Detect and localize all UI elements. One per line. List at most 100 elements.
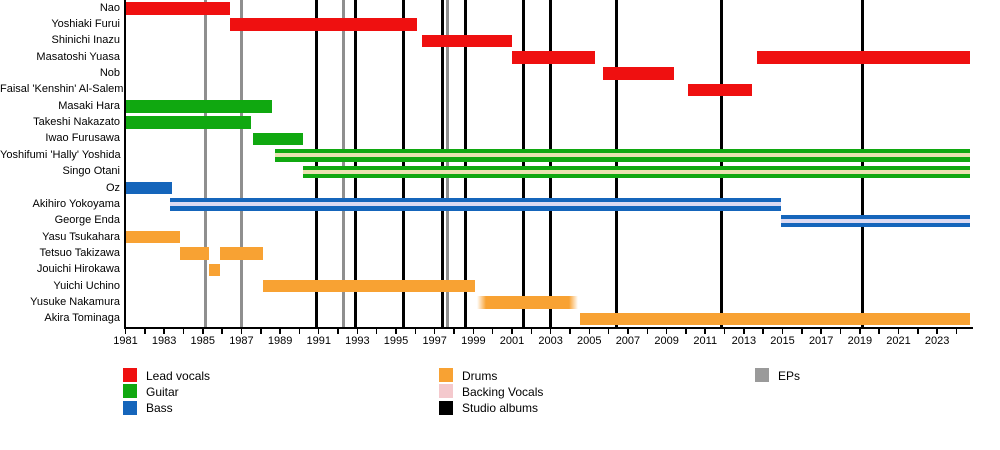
axis-tick-label: 2021	[886, 335, 911, 347]
member-tenure-bar	[422, 34, 512, 48]
axis-tick-label: 1997	[422, 335, 447, 347]
axis-tick	[530, 329, 533, 334]
member-tenure-bar	[125, 100, 273, 113]
member-tenure-bar	[169, 198, 781, 211]
backing-vocals-stripe	[275, 153, 970, 158]
member-name-label: Jouichi Hirokawa	[36, 263, 120, 276]
axis-tick-label: 2019	[847, 335, 873, 347]
axis-tick	[801, 329, 803, 334]
axis-tick	[820, 329, 822, 334]
member-tenure-bar	[208, 263, 221, 277]
member-tenure-bar	[477, 296, 578, 309]
axis-tick	[240, 329, 243, 334]
member-tenure-bar	[220, 247, 263, 260]
backing-vocals-stripe	[169, 202, 781, 207]
axis-tick	[665, 329, 668, 334]
axis-tick	[685, 329, 687, 334]
legend-label-guitar: Guitar	[146, 384, 179, 399]
axis-tick-label: 2023	[924, 335, 950, 347]
axis-tick	[279, 329, 281, 334]
member-tenure-bar	[687, 83, 752, 97]
ep-release-line	[342, 0, 346, 327]
member-name-label: Yoshiaki Furui	[51, 18, 120, 31]
member-tenure-bar	[602, 67, 675, 80]
axis-tick	[511, 329, 513, 334]
axis-tick	[221, 329, 223, 334]
axis-tick-label: 2005	[577, 335, 602, 347]
axis-tick	[472, 329, 475, 334]
legend-swatch-bass	[123, 400, 137, 415]
legend-swatch-eps	[755, 368, 769, 382]
axis-tick	[202, 329, 204, 334]
legend-swatch-lead-vocals	[123, 368, 137, 382]
backing-vocals-stripe	[303, 169, 970, 174]
legend-label-studio-albums: Studio albums	[462, 401, 539, 416]
member-name-label: George Enda	[54, 214, 120, 227]
axis-tick-label: 2011	[693, 335, 718, 347]
studio-album-line	[522, 0, 526, 327]
axis-tick	[144, 329, 146, 334]
studio-album-line	[720, 0, 724, 327]
legend-label-eps: EPs	[778, 368, 801, 383]
member-tenure-bar	[579, 312, 970, 326]
axis-tick	[646, 329, 649, 334]
legend-label-lead-vocals: Lead vocals	[146, 368, 211, 383]
member-tenure-bar	[303, 165, 970, 178]
axis-tick-label: 1987	[229, 335, 254, 347]
studio-album-line	[464, 0, 468, 327]
axis-tick	[549, 329, 552, 334]
axis-tick-label: 1989	[267, 335, 293, 347]
studio-album-line	[402, 0, 406, 327]
member-name-label: Yoshifumi 'Hally' Yoshida	[0, 148, 121, 161]
member-name-label: Yusuke Nakamura	[30, 295, 120, 308]
studio-album-line	[315, 0, 319, 327]
axis-tick-label: 1995	[383, 335, 409, 347]
axis-tick	[859, 329, 861, 334]
member-tenure-bar	[275, 149, 970, 162]
ep-release-line	[204, 0, 208, 327]
legend-swatch-guitar	[123, 384, 137, 399]
axis-tick	[917, 329, 919, 334]
axis-tick	[298, 329, 301, 334]
axis-tick	[182, 329, 185, 334]
axis-tick-label: 1985	[190, 335, 216, 347]
member-tenure-bar	[262, 279, 476, 293]
axis-tick	[839, 329, 842, 334]
member-name-label: Iwao Furusawa	[45, 132, 120, 145]
legend-label-drums: Drums	[462, 368, 498, 383]
legend-swatch-drums	[439, 368, 453, 382]
axis-tick	[395, 329, 397, 334]
axis-tick	[607, 329, 610, 334]
backing-vocals-stripe	[780, 218, 970, 223]
member-name-label: Akihiro Yokoyama	[32, 197, 120, 210]
axis-tick-label: 2009	[654, 335, 679, 347]
member-tenure-bar	[179, 247, 209, 260]
member-tenure-bar	[757, 51, 970, 64]
member-name-label: Masatoshi Yuasa	[36, 50, 120, 63]
legend-label-bass: Bass	[146, 401, 173, 416]
axis-tick	[627, 329, 629, 334]
axis-tick	[743, 329, 745, 334]
axis-tick-label: 2003	[538, 335, 563, 347]
axis-tick	[260, 329, 262, 334]
member-name-label: Faisal 'Kenshin' Al-Salem	[0, 83, 124, 96]
member-name-label: Masaki Hara	[58, 99, 120, 112]
member-name-label: Nao	[99, 1, 120, 14]
studio-album-line	[549, 0, 553, 327]
member-name-label: Tetsuo Takizawa	[39, 246, 120, 259]
studio-album-line	[614, 0, 618, 327]
axis-tick-label: 2001	[499, 335, 525, 347]
member-tenure-bar	[125, 2, 230, 15]
axis-tick	[569, 329, 571, 334]
axis-tick-label: 2017	[808, 335, 834, 347]
member-name-label: Takeshi Nakazato	[33, 116, 120, 129]
axis-tick	[588, 329, 591, 334]
ep-release-line	[445, 0, 449, 327]
legend-swatch-studio-albums	[439, 400, 453, 415]
member-name-label: Singo Otani	[62, 165, 120, 178]
member-name-label: Yasu Tsukahara	[42, 230, 120, 243]
axis-tick-label: 2015	[770, 335, 795, 347]
axis-tick-label: 1991	[306, 335, 331, 347]
axis-tick-label: 2007	[615, 335, 641, 347]
